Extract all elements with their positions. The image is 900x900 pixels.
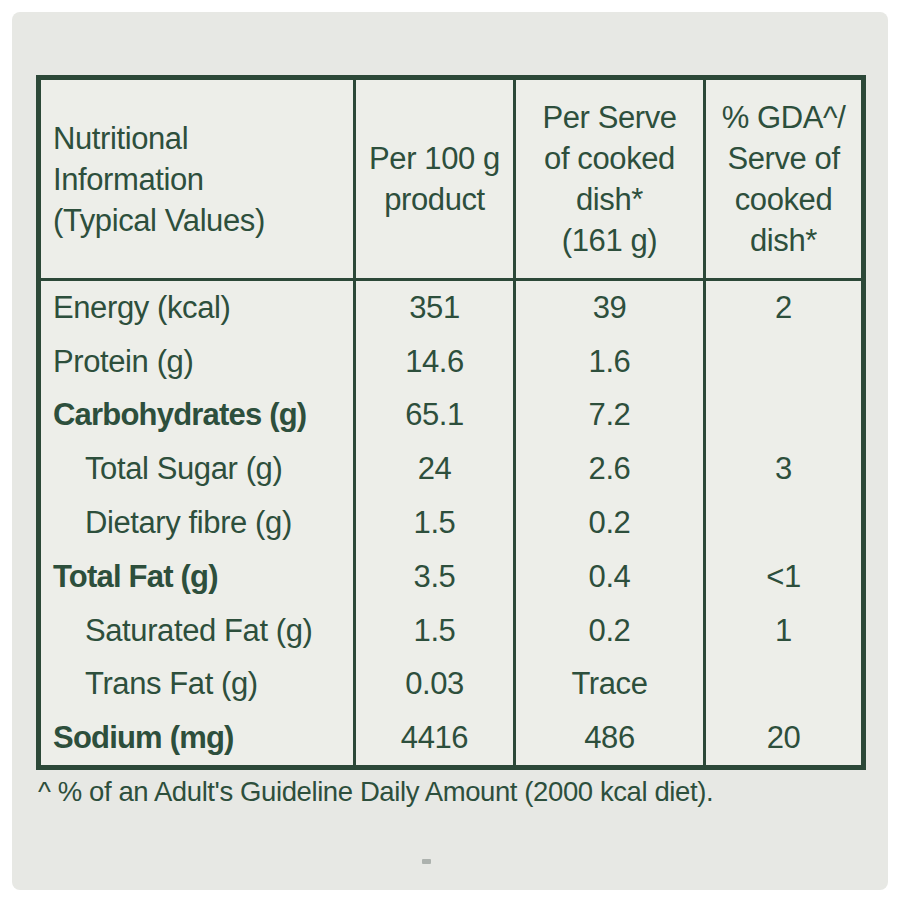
value-gda (706, 389, 861, 443)
value-per-100g: 351 (356, 281, 516, 335)
row-label: Total Fat (g) (41, 550, 356, 604)
value-per-serve: 0.4 (516, 550, 706, 604)
header-line: Information (53, 159, 204, 200)
row-label: Carbohydrates (g) (41, 389, 356, 443)
row-label: Sodium (mg) (41, 711, 356, 765)
value-per-serve: 0.2 (516, 604, 706, 658)
speck-artifact (422, 859, 431, 864)
table-body: Energy (kcal)351392 Protein (g)14.61.6 Car… (41, 281, 861, 765)
value-per-100g: 1.5 (356, 604, 516, 658)
footnote-gda-definition: ^ % of an Adult's Guideline Daily Amount… (38, 776, 868, 808)
value-per-serve: Trace (516, 657, 706, 711)
header-line: Per Serve (542, 97, 676, 138)
header-per-serve-cooked-dish: Per Serveof cookeddish*(161 g) (516, 80, 706, 278)
value-per-serve: 7.2 (516, 389, 706, 443)
value-per-serve: 39 (516, 281, 706, 335)
value-per-100g: 14.6 (356, 335, 516, 389)
value-per-100g: 24 (356, 442, 516, 496)
value-per-100g: 1.5 (356, 496, 516, 550)
value-gda: 1 (706, 604, 861, 658)
header-line: (Typical Values) (53, 200, 265, 241)
table-header-row: NutritionalInformation(Typical Values) P… (41, 80, 861, 281)
value-per-serve: 1.6 (516, 335, 706, 389)
value-gda (706, 496, 861, 550)
header-line: cooked (735, 179, 833, 220)
header-line: dish* (576, 179, 643, 220)
header-nutritional-information: NutritionalInformation(Typical Values) (41, 80, 356, 278)
value-gda (706, 335, 861, 389)
value-per-100g: 3.5 (356, 550, 516, 604)
row-label: Energy (kcal) (41, 281, 356, 335)
value-per-100g: 0.03 (356, 657, 516, 711)
row-label: Saturated Fat (g) (41, 604, 356, 658)
header-line: % GDA^/ (722, 97, 846, 138)
header-per-100g-product: Per 100 gproduct (356, 80, 516, 278)
value-per-serve: 2.6 (516, 442, 706, 496)
header-line: (161 g) (562, 220, 657, 261)
value-gda (706, 657, 861, 711)
value-per-100g: 65.1 (356, 389, 516, 443)
value-per-serve: 0.2 (516, 496, 706, 550)
header-line: Per 100 g (369, 138, 500, 179)
value-per-serve: 486 (516, 711, 706, 765)
value-per-100g: 4416 (356, 711, 516, 765)
header-line: Nutritional (53, 118, 188, 159)
row-label: Dietary fibre (g) (41, 496, 356, 550)
row-label: Total Sugar (g) (41, 442, 356, 496)
header-line: of cooked (544, 138, 675, 179)
value-gda: 20 (706, 711, 861, 765)
page: NutritionalInformation(Typical Values) P… (0, 0, 900, 900)
nutrition-table: NutritionalInformation(Typical Values) P… (36, 75, 866, 770)
header-line: dish* (750, 220, 817, 261)
header-line: product (384, 179, 485, 220)
header-line: Serve of (727, 138, 839, 179)
label-card: NutritionalInformation(Typical Values) P… (12, 12, 888, 890)
row-label: Trans Fat (g) (41, 657, 356, 711)
value-gda: <1 (706, 550, 861, 604)
value-gda: 3 (706, 442, 861, 496)
value-gda: 2 (706, 281, 861, 335)
row-label: Protein (g) (41, 335, 356, 389)
header-gda-per-serve: % GDA^/Serve ofcookeddish* (706, 80, 861, 278)
